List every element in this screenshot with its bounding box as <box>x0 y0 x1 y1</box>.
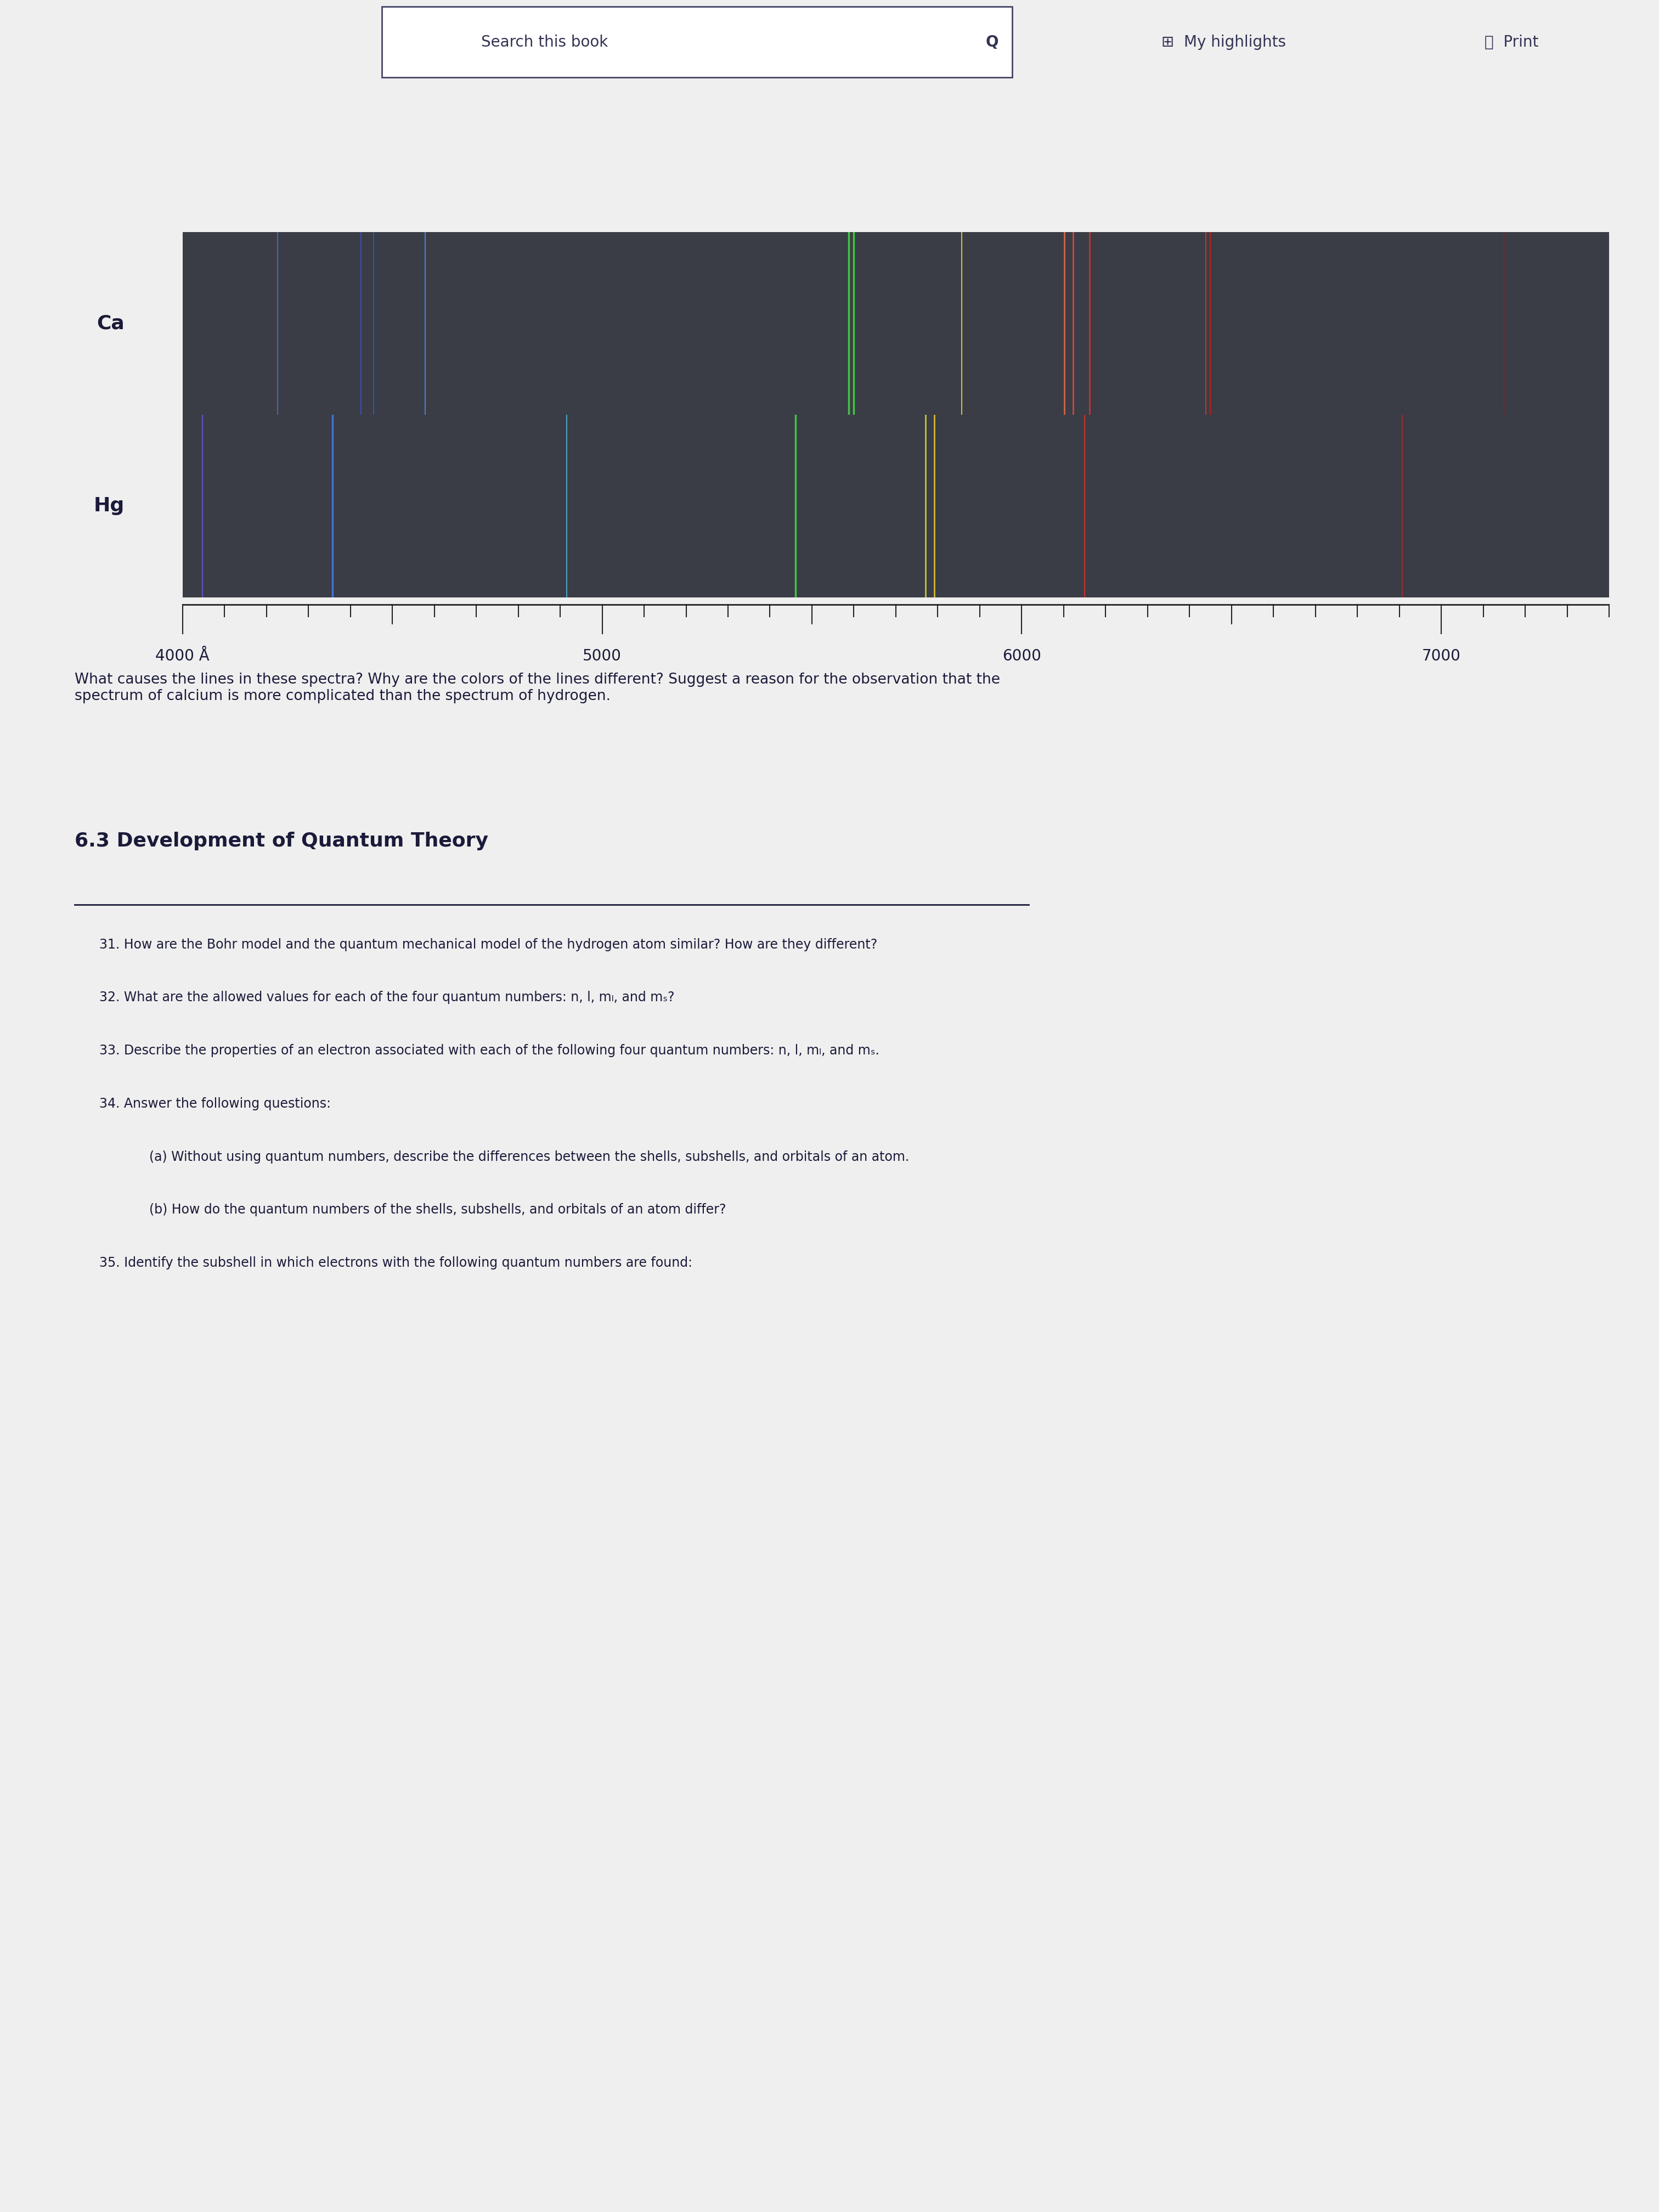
Text: ⊞  My highlights: ⊞ My highlights <box>1161 35 1286 49</box>
Text: 32. What are the allowed values for each of the four quantum numbers: n, l, mₗ, : 32. What are the allowed values for each… <box>100 991 675 1004</box>
Text: 6000: 6000 <box>1002 648 1042 664</box>
Text: 31. How are the Bohr model and the quantum mechanical model of the hydrogen atom: 31. How are the Bohr model and the quant… <box>100 938 878 951</box>
Text: 7000: 7000 <box>1422 648 1462 664</box>
Text: Hg: Hg <box>93 498 124 515</box>
Text: What causes the lines in these spectra? Why are the colors of the lines differen: What causes the lines in these spectra? … <box>75 672 1000 703</box>
Text: 35. Identify the subshell in which electrons with the following quantum numbers : 35. Identify the subshell in which elect… <box>100 1256 692 1270</box>
Text: 34. Answer the following questions:: 34. Answer the following questions: <box>100 1097 332 1110</box>
Text: ⧉  Print: ⧉ Print <box>1485 35 1540 49</box>
Text: 33. Describe the properties of an electron associated with each of the following: 33. Describe the properties of an electr… <box>100 1044 879 1057</box>
Text: 4000 Å: 4000 Å <box>156 648 209 664</box>
Text: (a) Without using quantum numbers, describe the differences between the shells, : (a) Without using quantum numbers, descr… <box>149 1150 909 1164</box>
Text: 5000: 5000 <box>582 648 622 664</box>
FancyBboxPatch shape <box>382 7 1012 77</box>
Text: Ca: Ca <box>96 314 124 332</box>
Text: 6.3 Development of Quantum Theory: 6.3 Development of Quantum Theory <box>75 832 488 849</box>
Text: Search this book: Search this book <box>481 35 607 49</box>
Text: Q: Q <box>985 35 999 49</box>
Text: (b) How do the quantum numbers of the shells, subshells, and orbitals of an atom: (b) How do the quantum numbers of the sh… <box>149 1203 727 1217</box>
